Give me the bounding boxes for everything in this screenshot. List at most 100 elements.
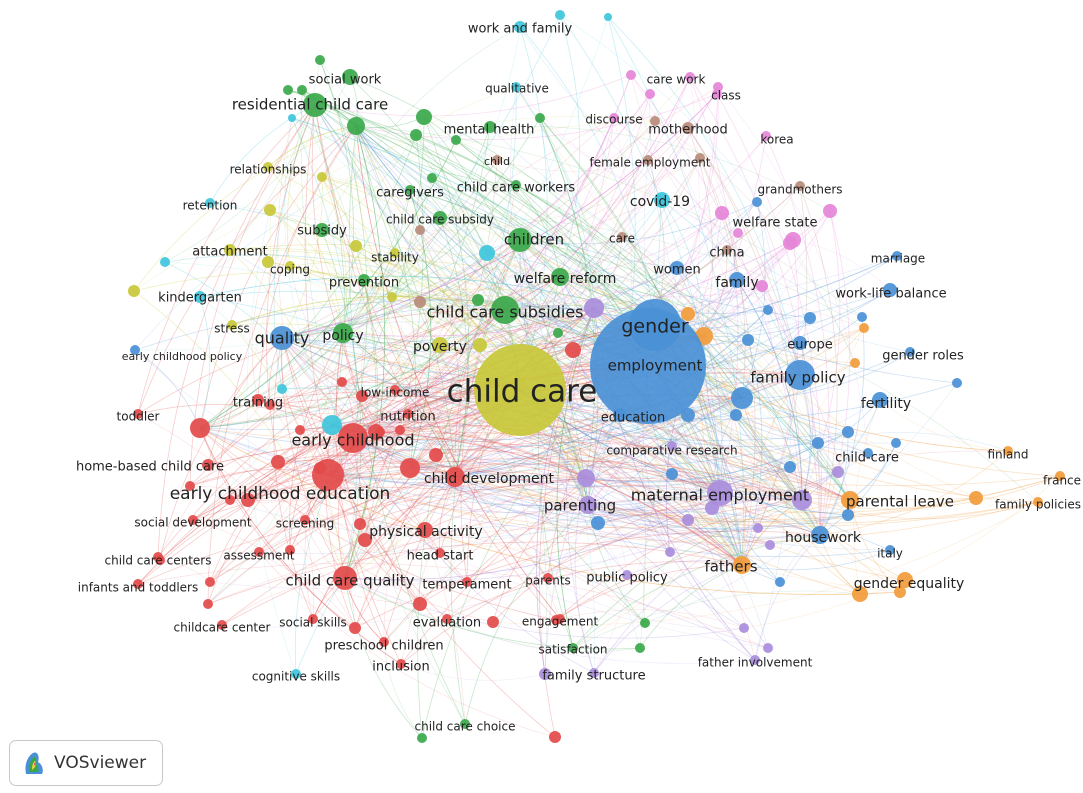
keyword-node-child[interactable] xyxy=(492,155,502,165)
keyword-node-social-development[interactable] xyxy=(188,515,198,525)
keyword-label-father-involvement[interactable]: father involvement xyxy=(698,656,813,670)
keyword-node-family-policy[interactable] xyxy=(785,360,815,390)
keyword-node-preschool-children[interactable] xyxy=(379,637,389,647)
keyword-node-dot[interactable] xyxy=(715,206,729,220)
keyword-label-child-care-subsidies[interactable]: child care subsidies xyxy=(426,303,583,322)
keyword-label-cognitive-skills[interactable]: cognitive skills xyxy=(252,670,340,684)
keyword-node-dot[interactable] xyxy=(241,493,255,507)
keyword-node-dot[interactable] xyxy=(695,153,705,163)
keyword-label-work-life-balance[interactable]: work-life balance xyxy=(835,287,946,302)
keyword-node-child-care-subsidies[interactable] xyxy=(491,296,519,324)
keyword-node-stress[interactable] xyxy=(227,320,237,330)
keyword-node-work-and-family[interactable] xyxy=(514,21,526,33)
keyword-node-poverty[interactable] xyxy=(432,337,448,353)
keyword-label-china[interactable]: china xyxy=(709,246,744,261)
keyword-node-dot[interactable] xyxy=(682,514,694,526)
keyword-node-nutrition[interactable] xyxy=(403,409,413,419)
keyword-node-dot[interactable] xyxy=(832,466,844,478)
keyword-label-child-care-centers[interactable]: child care centers xyxy=(105,554,212,568)
keyword-node-dot[interactable] xyxy=(640,618,650,628)
keyword-label-policy[interactable]: policy xyxy=(322,328,363,344)
keyword-label-grandmothers[interactable]: grandmothers xyxy=(757,183,842,197)
keyword-node-dot[interactable] xyxy=(400,458,420,478)
keyword-label-stability[interactable]: stability xyxy=(371,251,419,265)
keyword-label-care[interactable]: care xyxy=(609,232,635,246)
keyword-node-dot[interactable] xyxy=(742,334,754,346)
keyword-label-evaluation[interactable]: evaluation xyxy=(413,616,481,631)
keyword-label-family-structure[interactable]: family structure xyxy=(542,669,645,684)
keyword-label-parenting[interactable]: parenting xyxy=(544,497,616,515)
keyword-node-child-development[interactable] xyxy=(445,467,465,487)
keyword-node-child-care-centers[interactable] xyxy=(153,552,163,562)
keyword-node-dot[interactable] xyxy=(375,427,385,437)
keyword-node-dot[interactable] xyxy=(645,89,655,99)
keyword-node-dot[interactable] xyxy=(894,586,906,598)
keyword-node-care[interactable] xyxy=(617,232,627,242)
keyword-node-stability[interactable] xyxy=(390,248,400,258)
keyword-node-inclusion[interactable] xyxy=(396,659,406,669)
keyword-node-dot[interactable] xyxy=(731,387,753,409)
keyword-label-child-care-quality[interactable]: child care quality xyxy=(286,572,415,590)
keyword-label-early-childhood[interactable]: early childhood xyxy=(291,431,414,450)
keyword-node-dot[interactable] xyxy=(285,545,295,555)
keyword-node-dot[interactable] xyxy=(354,518,366,530)
keyword-node-dot[interactable] xyxy=(553,328,563,338)
keyword-label-female-employment[interactable]: female employment xyxy=(589,156,710,170)
keyword-node-dot[interactable] xyxy=(549,731,561,743)
keyword-node-dot[interactable] xyxy=(952,378,962,388)
keyword-label-comparative-research[interactable]: comparative research xyxy=(606,444,737,458)
keyword-node-dot[interactable] xyxy=(203,599,213,609)
keyword-label-early-childhood-policy[interactable]: early childhood policy xyxy=(122,350,243,363)
keyword-label-gender-equality[interactable]: gender equality xyxy=(854,576,965,592)
keyword-node-training[interactable] xyxy=(252,394,264,406)
keyword-node-assessment[interactable] xyxy=(254,547,264,557)
keyword-node-dot[interactable] xyxy=(804,312,816,324)
keyword-node-china[interactable] xyxy=(722,245,732,255)
keyword-node-toddler[interactable] xyxy=(133,409,143,419)
keyword-node-dot[interactable] xyxy=(842,426,854,438)
keyword-node-parental-leave[interactable] xyxy=(841,491,859,509)
keyword-node-dot[interactable] xyxy=(427,173,437,183)
keyword-label-head-start[interactable]: head start xyxy=(407,549,474,564)
keyword-node-dot[interactable] xyxy=(763,643,773,653)
keyword-label-qualitative[interactable]: qualitative xyxy=(485,82,549,96)
keyword-node-dot[interactable] xyxy=(784,461,796,473)
keyword-label-childcare-center[interactable]: childcare center xyxy=(174,621,271,635)
keyword-node-dot[interactable] xyxy=(395,425,405,435)
keyword-node-class[interactable] xyxy=(712,89,722,99)
keyword-node-italy[interactable] xyxy=(885,545,895,555)
keyword-label-child-care-subsidy[interactable]: child care subsidy xyxy=(386,213,494,227)
keyword-label-early-childhood-education[interactable]: early childhood education xyxy=(170,484,391,504)
keyword-label-relationships[interactable]: relationships xyxy=(230,163,307,177)
keyword-label-temperament[interactable]: temperament xyxy=(422,578,511,593)
keyword-node-dot[interactable] xyxy=(317,172,327,182)
keyword-node-dot[interactable] xyxy=(763,305,773,315)
keyword-label-employment[interactable]: employment xyxy=(608,357,703,375)
keyword-node-dot[interactable] xyxy=(473,338,487,352)
keyword-label-care-work[interactable]: care work xyxy=(647,73,706,87)
keyword-node-family-structure[interactable] xyxy=(589,668,599,678)
keyword-node-dot[interactable] xyxy=(591,516,605,530)
keyword-label-motherhood[interactable]: motherhood xyxy=(648,123,727,138)
keyword-label-low-income[interactable]: low-income xyxy=(361,386,430,400)
keyword-node-child-care-quality[interactable] xyxy=(333,566,357,590)
keyword-label-kindergarten[interactable]: kindergarten xyxy=(158,291,242,306)
keyword-node-dot[interactable] xyxy=(969,491,983,505)
keyword-node-dot[interactable] xyxy=(535,113,545,123)
keyword-label-mental-health[interactable]: mental health xyxy=(444,123,535,138)
keyword-node-dot[interactable] xyxy=(295,425,305,435)
keyword-label-toddler[interactable]: toddler xyxy=(117,410,160,424)
keyword-node-fertility[interactable] xyxy=(872,392,888,408)
keyword-node-quality[interactable] xyxy=(270,326,294,350)
keyword-node-female-employment[interactable] xyxy=(643,155,653,165)
keyword-node-korea[interactable] xyxy=(761,131,771,141)
keyword-node-france[interactable] xyxy=(1055,471,1065,481)
keyword-node-child-care2[interactable] xyxy=(863,448,873,458)
keyword-node-qualitative[interactable] xyxy=(511,82,521,92)
keyword-node-childcare-center[interactable] xyxy=(217,620,227,630)
keyword-node-social-skills[interactable] xyxy=(308,614,318,624)
keyword-node-caregivers[interactable] xyxy=(405,185,415,195)
keyword-label-child-development[interactable]: child development xyxy=(424,471,555,487)
keyword-node-child-care-workers[interactable] xyxy=(511,180,521,190)
keyword-label-family-policy[interactable]: family policy xyxy=(750,369,845,387)
